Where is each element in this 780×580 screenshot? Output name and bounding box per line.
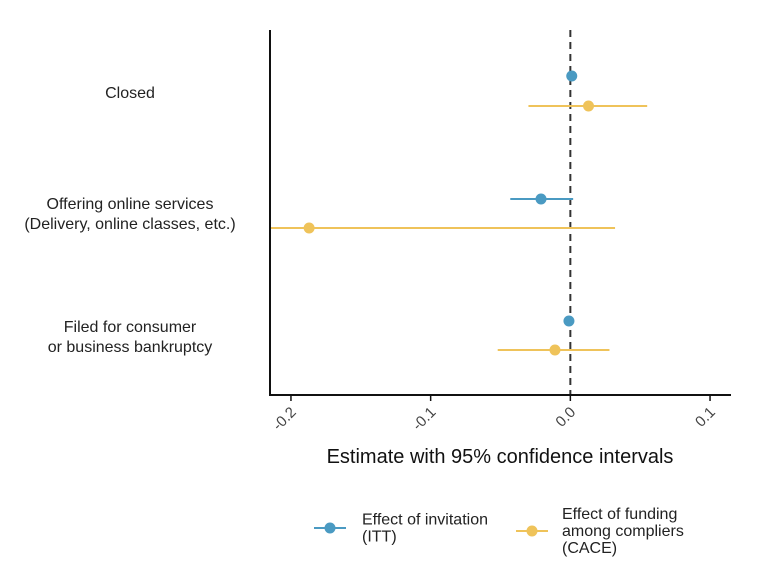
estimate-point <box>563 315 575 327</box>
legend-label: Effect of invitation <box>362 512 488 529</box>
axes: -0.2 -0.1 0.0 0.1 <box>269 30 731 434</box>
legend-label: Effect of funding <box>562 506 677 523</box>
category-label: or business bankruptcy <box>48 339 213 356</box>
legend-key-point <box>324 522 336 534</box>
x-tick-label: -0.2 <box>269 404 299 434</box>
estimate-point <box>566 70 578 82</box>
estimate-point <box>303 222 315 234</box>
category-label: Filed for consumer <box>64 319 197 336</box>
x-axis-title: Estimate with 95% confidence intervals <box>327 446 674 468</box>
x-tick-label: -0.1 <box>409 404 439 434</box>
category-label: Offering online services <box>47 196 214 213</box>
legend-key-point <box>526 525 538 537</box>
x-tick-label: 0.0 <box>552 404 579 431</box>
legend-label: (CACE) <box>562 540 617 557</box>
estimate-point <box>535 193 547 205</box>
legend-label: (ITT) <box>362 529 397 546</box>
legend-label: among compliers <box>562 523 684 540</box>
category-label: Closed <box>105 85 155 102</box>
x-tick-label: 0.1 <box>692 404 719 431</box>
category-label: (Delivery, online classes, etc.) <box>24 216 235 233</box>
estimate-point <box>549 344 561 356</box>
category-labels: Closed Offering online services (Delivery,… <box>24 85 235 356</box>
plot-area <box>270 30 648 395</box>
legend: Effect of invitation(ITT) Effect of fundi… <box>314 506 684 557</box>
estimate-point <box>583 100 595 112</box>
